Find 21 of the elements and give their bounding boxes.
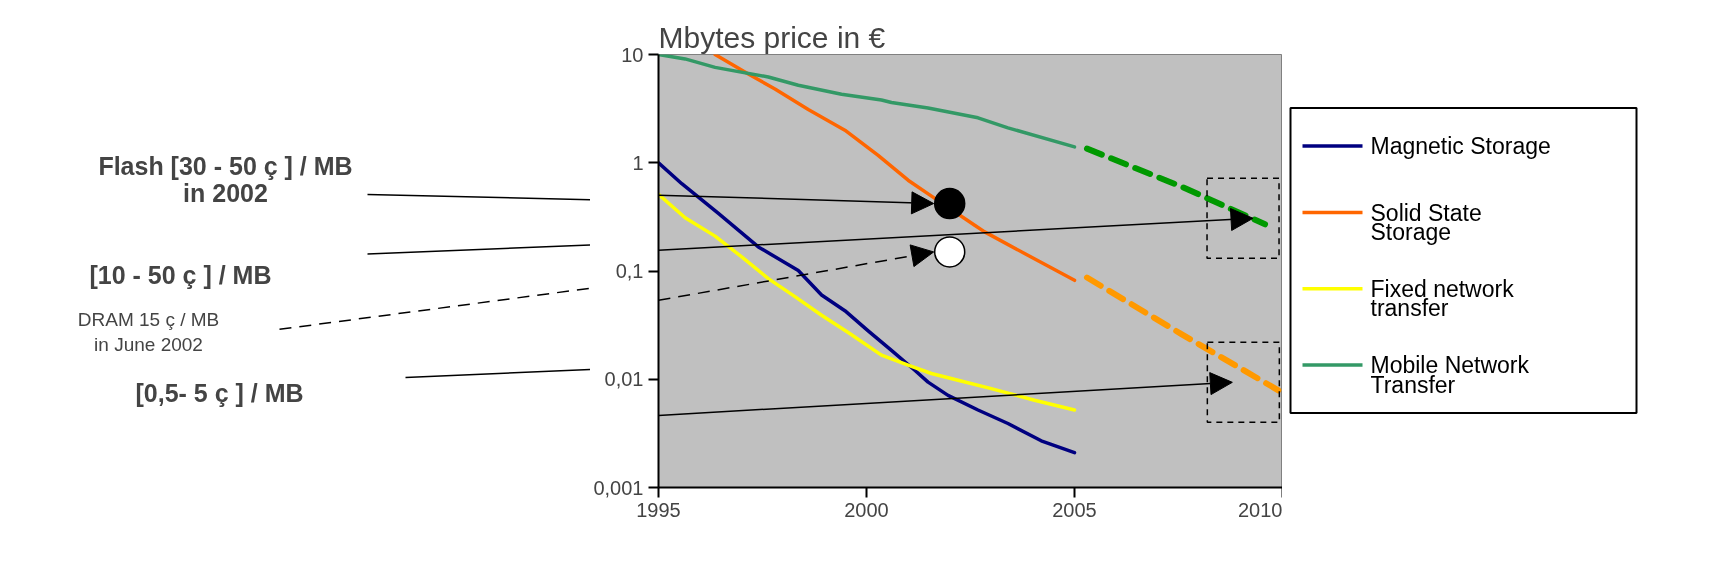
text: [0,5- 5 ç ] / MB — [135, 378, 304, 407]
y-tick-label: 10 — [621, 43, 644, 66]
legend-label: Fixed network transfer — [1370, 275, 1515, 322]
y-tick-label: 0,1 — [615, 260, 644, 282]
x-tick-label: 2005 — [1052, 498, 1097, 521]
y-tick-label: 0,01 — [604, 368, 644, 391]
legend-label: Solid State Storage — [1370, 199, 1482, 246]
y-tick-label: 1 — [632, 151, 644, 174]
line-series — [713, 54, 1077, 283]
text: Flash [30 - 50 ç ] / MB in 2002 — [98, 151, 353, 208]
x-tick-label: 2000 — [844, 498, 889, 521]
text: [10 - 50 ç ] / MB — [89, 261, 272, 290]
legend-label: Magnetic Storage — [1370, 133, 1551, 160]
line-series — [658, 54, 1077, 149]
line-series — [658, 161, 1077, 455]
x-tick-label: 1995 — [636, 498, 681, 521]
chart-title: Mbytes price in € — [658, 20, 886, 54]
legend-label: Mobile Network Transfer — [1370, 352, 1530, 398]
text: DRAM 15 ç / MB in June 2002 — [77, 309, 220, 355]
x-tick-label: 2010 — [1238, 498, 1283, 521]
y-tick-label: 0,001 — [593, 476, 644, 499]
